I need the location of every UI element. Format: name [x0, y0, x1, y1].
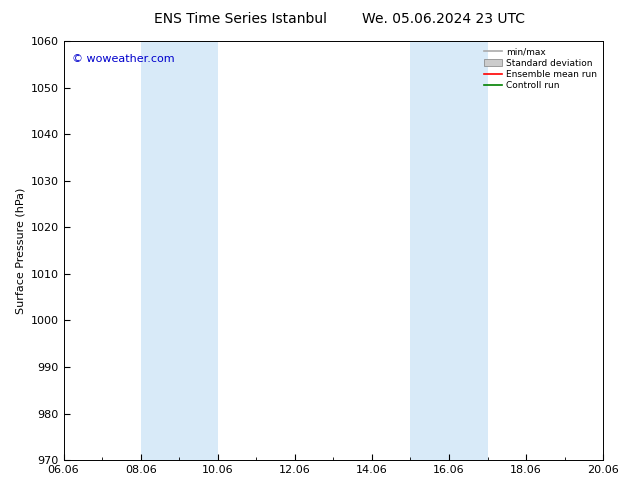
Text: We. 05.06.2024 23 UTC: We. 05.06.2024 23 UTC [362, 12, 526, 26]
Bar [410, 41, 488, 460]
Bar [141, 41, 217, 460]
Legend: min/max, Standard deviation, Ensemble mean run, Controll run: min/max, Standard deviation, Ensemble me… [482, 46, 598, 92]
Text: ENS Time Series Istanbul: ENS Time Series Istanbul [155, 12, 327, 26]
Text: © woweather.com: © woweather.com [72, 53, 174, 64]
Y-axis label: Surface Pressure (hPa): Surface Pressure (hPa) [15, 187, 25, 314]
